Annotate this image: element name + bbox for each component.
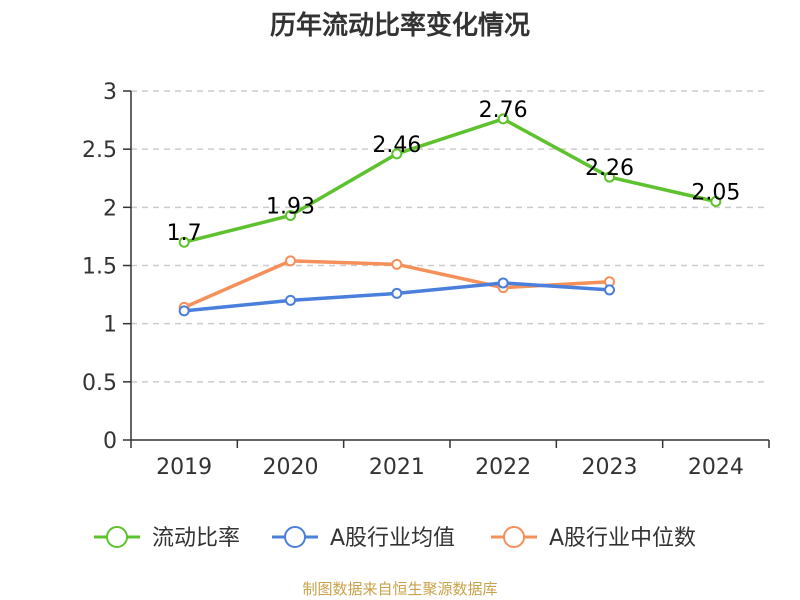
- legend-marker-1: [284, 526, 306, 548]
- series-line-0: [183, 117, 717, 244]
- y-tick-label-0: 0: [103, 429, 117, 454]
- data-point-1-2020: [285, 294, 296, 306]
- series-1: [178, 277, 615, 317]
- y-tick-label-4: 2: [103, 196, 117, 221]
- data-point-0-2021: [391, 148, 403, 160]
- x-tick-label-2024: 2024: [688, 455, 744, 480]
- x-tick-label-2019: 2019: [156, 455, 212, 480]
- x-tick-label-2023: 2023: [582, 455, 638, 480]
- data-point-0-2023: [604, 171, 615, 183]
- data-point-1-2022: [497, 277, 509, 289]
- y-tick-label-1: 0.5: [82, 371, 117, 396]
- gridlines: [131, 90, 769, 383]
- data-point-2-2020: [285, 255, 296, 267]
- series-0: [178, 113, 722, 248]
- legend-label-2: A股行业中位数: [549, 526, 696, 551]
- legend-label-1: A股行业均值: [330, 526, 455, 551]
- x-tick-label-2022: 2022: [475, 455, 531, 480]
- data-point-0-2022: [497, 113, 509, 125]
- legend-item-0: 流动比率: [94, 526, 240, 551]
- legend: 流动比率 A股行业均值 A股行业中位数: [94, 526, 696, 551]
- source-footnote: 制图数据来自恒生聚源数据库: [302, 580, 497, 598]
- chart-title: 历年流动比率变化情况: [270, 10, 530, 41]
- legend-label-0: 流动比率: [152, 526, 240, 551]
- legend-marker-0: [106, 526, 128, 548]
- legend-item-1: A股行业均值: [272, 526, 455, 551]
- y-tick-label-2: 1: [103, 313, 117, 338]
- data-point-1-2019: [178, 305, 190, 317]
- x-tick-label-2021: 2021: [369, 455, 425, 480]
- data-labels: 1.7 1.93 2.46 2.76 2.26 2.05: [167, 98, 741, 246]
- data-label-2024: 2.05: [691, 181, 740, 206]
- data-point-1-2023: [604, 284, 615, 296]
- y-tick-label-3: 1.5: [82, 255, 117, 280]
- data-label-2019: 1.7: [167, 221, 202, 246]
- data-point-2-2021: [391, 258, 403, 270]
- x-tick-label-2020: 2020: [263, 455, 319, 480]
- legend-marker-2: [503, 526, 525, 548]
- data-label-2020: 1.93: [266, 194, 315, 219]
- series-lines: [178, 113, 722, 317]
- y-tick-label-6: 3: [103, 80, 117, 105]
- y-tick-label-5: 2.5: [82, 138, 117, 163]
- legend-item-2: A股行业中位数: [491, 526, 696, 551]
- data-point-0-2024: [710, 196, 722, 208]
- axes: 0 0.5 1 1.5 2 2.5 3 2019 2020 2021 2022 2023 2024: [82, 80, 770, 480]
- data-label-2021: 2.46: [372, 133, 421, 158]
- data-label-2022: 2.76: [479, 98, 528, 123]
- data-point-1-2021: [391, 287, 403, 299]
- data-label-2023: 2.26: [585, 156, 634, 181]
- data-point-0-2019: [178, 236, 190, 248]
- data-point-0-2020: [285, 209, 296, 221]
